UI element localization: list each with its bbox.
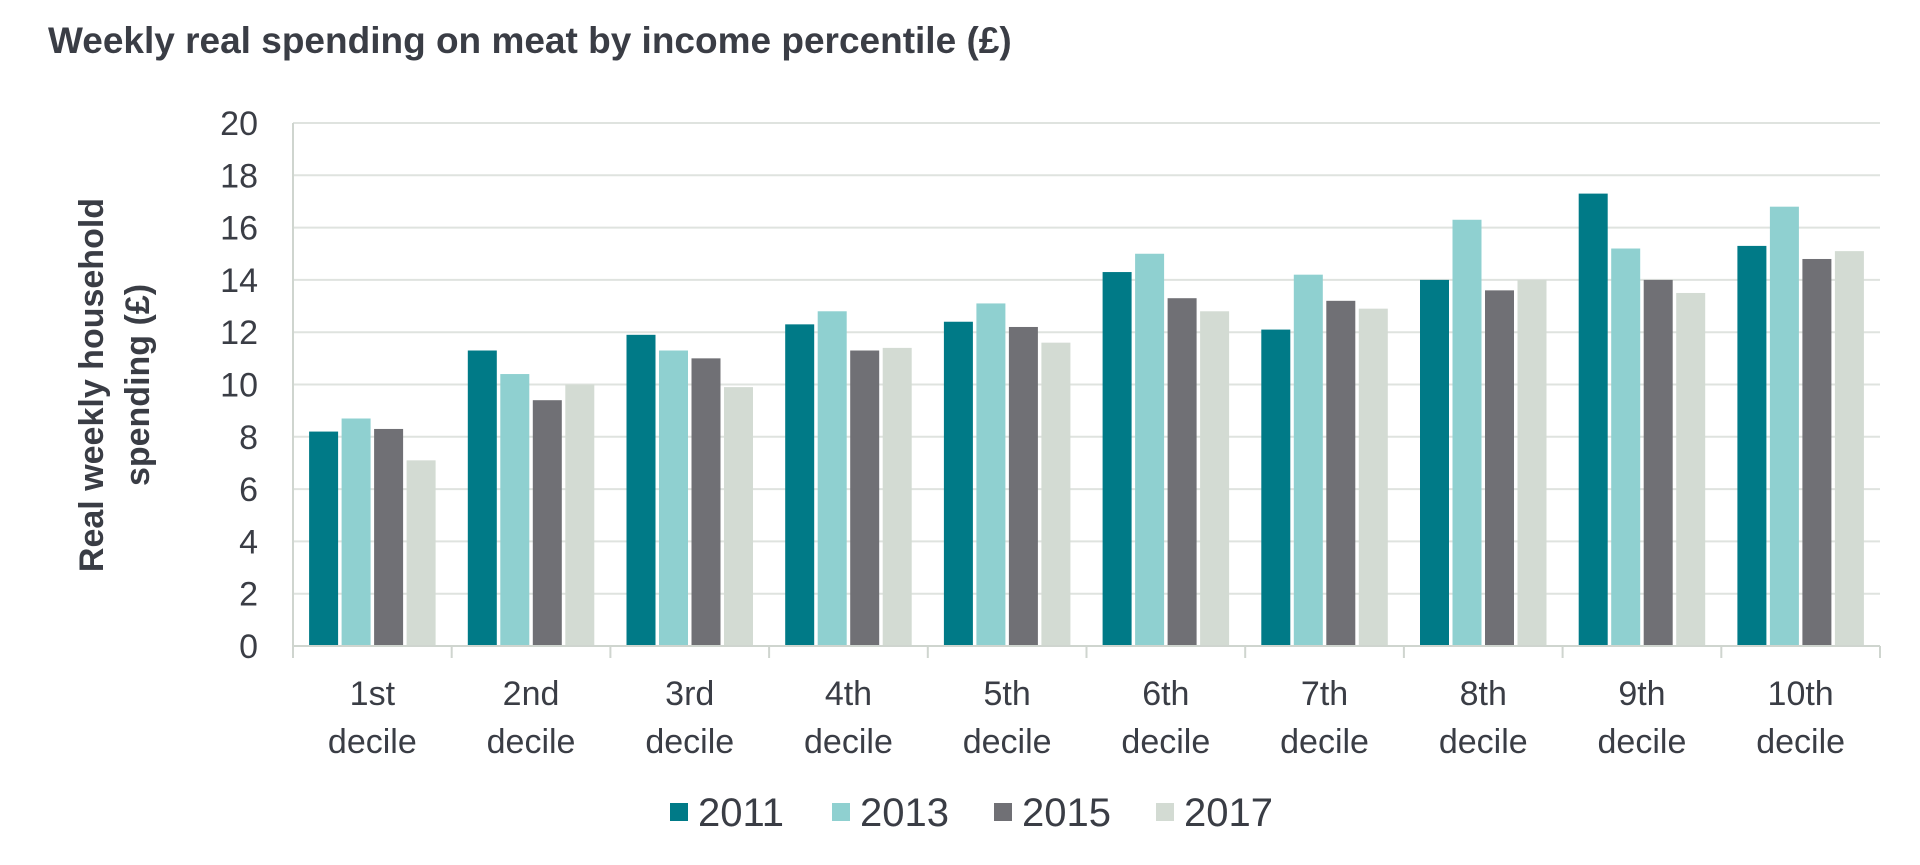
y-tick-label: 2 bbox=[239, 576, 258, 614]
chart-title: Weekly real spending on meat by income p… bbox=[48, 20, 1012, 61]
bar-2011-1 bbox=[309, 431, 339, 646]
bar-2013-2 bbox=[500, 374, 530, 646]
bar-2015-1 bbox=[374, 428, 404, 646]
x-tick-label: 7th bbox=[1301, 675, 1348, 713]
y-axis-label: Real weekly household spending (£) bbox=[73, 198, 157, 572]
bar-2015-4 bbox=[850, 350, 880, 646]
y-tick-label: 14 bbox=[220, 262, 258, 300]
x-tick-label: 8th bbox=[1460, 675, 1507, 713]
y-tick-label: 6 bbox=[239, 471, 258, 509]
bar-2015-3 bbox=[691, 358, 721, 646]
legend-swatch-2011 bbox=[670, 803, 688, 821]
legend-label-2017: 2017 bbox=[1184, 791, 1273, 835]
y-tick-label: 20 bbox=[220, 105, 258, 143]
bar-2017-7 bbox=[1358, 308, 1388, 646]
y-tick-label: 18 bbox=[220, 157, 258, 195]
x-tick-label: 9th bbox=[1618, 675, 1665, 713]
x-tick-label: 10th bbox=[1768, 675, 1834, 713]
bar-2013-6 bbox=[1135, 253, 1165, 646]
bar-2015-8 bbox=[1485, 290, 1514, 646]
bar-2015-7 bbox=[1326, 300, 1356, 646]
y-tick-labels: 0 2 4 6 8 10 12 14 16 18 20 bbox=[220, 105, 258, 666]
x-tick-label: 5th bbox=[984, 675, 1031, 713]
x-tick-label: 4th bbox=[825, 675, 872, 713]
bar-2017-4 bbox=[882, 347, 912, 646]
bar-2013-1 bbox=[341, 418, 371, 646]
x-tick-label: decile bbox=[1439, 723, 1528, 761]
bar-2011-4 bbox=[785, 324, 815, 646]
legend-swatch-2013 bbox=[832, 803, 850, 821]
legend-swatch-2017 bbox=[1156, 803, 1174, 821]
bar-2013-5 bbox=[976, 303, 1006, 646]
x-tick-label: decile bbox=[1756, 723, 1845, 761]
bar-2017-9 bbox=[1676, 292, 1706, 646]
x-tick-label: decile bbox=[1598, 723, 1687, 761]
legend-label-2011: 2011 bbox=[698, 791, 784, 835]
bar-2011-6 bbox=[1102, 272, 1132, 646]
bar-2015-2 bbox=[532, 400, 562, 646]
bar-2015-6 bbox=[1167, 298, 1197, 646]
bar-2013-10 bbox=[1769, 206, 1799, 646]
y-axis-label-line: spending (£) bbox=[119, 284, 157, 486]
x-tick-label: decile bbox=[1280, 723, 1369, 761]
bar-2017-10 bbox=[1834, 251, 1864, 646]
bar-2017-3 bbox=[724, 387, 753, 646]
x-tick-label: decile bbox=[1121, 723, 1210, 761]
x-tick-label: decile bbox=[328, 723, 417, 761]
bar-2015-5 bbox=[1008, 326, 1038, 646]
bars bbox=[309, 193, 1864, 647]
x-tick-label: decile bbox=[963, 723, 1052, 761]
y-tick-label: 16 bbox=[220, 210, 258, 248]
bar-2015-10 bbox=[1802, 258, 1832, 646]
bar-2011-3 bbox=[626, 334, 656, 646]
gridlines bbox=[293, 122, 1880, 595]
bar-2017-6 bbox=[1200, 311, 1230, 646]
bar-2011-10 bbox=[1737, 245, 1767, 646]
y-tick-label: 0 bbox=[239, 628, 258, 666]
bar-2011-5 bbox=[943, 321, 973, 646]
legend-swatch-2015 bbox=[994, 803, 1012, 821]
legend-label-2015: 2015 bbox=[1022, 791, 1111, 835]
x-tick-label: 1st bbox=[350, 675, 396, 713]
y-tick-label: 8 bbox=[239, 419, 258, 457]
y-tick-label: 4 bbox=[239, 523, 258, 561]
bar-2013-4 bbox=[817, 311, 847, 646]
bar-2017-2 bbox=[565, 384, 595, 646]
x-tick-label: 3rd bbox=[665, 675, 714, 713]
bar-2017-5 bbox=[1041, 342, 1071, 646]
bar-2013-8 bbox=[1452, 219, 1482, 646]
legend-label-2013: 2013 bbox=[860, 791, 949, 835]
bar-2011-7 bbox=[1261, 329, 1291, 646]
bar-2017-8 bbox=[1517, 279, 1547, 646]
y-axis-label-line: Real weekly household bbox=[73, 198, 111, 572]
bar-2011-8 bbox=[1420, 279, 1449, 646]
bar-2013-7 bbox=[1293, 274, 1323, 646]
bar-2015-9 bbox=[1643, 279, 1673, 646]
bar-2017-1 bbox=[406, 460, 436, 646]
y-tick-label: 10 bbox=[220, 367, 258, 405]
bar-2013-3 bbox=[659, 350, 688, 646]
x-tick-label: decile bbox=[804, 723, 893, 761]
bar-2011-2 bbox=[467, 350, 497, 646]
x-tick-label: 6th bbox=[1142, 675, 1189, 713]
axes bbox=[292, 123, 1881, 658]
x-tick-label: 2nd bbox=[503, 675, 560, 713]
x-tick-label: decile bbox=[487, 723, 576, 761]
x-tick-labels: 1st decile 2nd decile 3rd decile 4th decile 5th d… bbox=[328, 675, 1845, 761]
x-tick-label: decile bbox=[645, 723, 734, 761]
y-tick-label: 12 bbox=[220, 314, 258, 352]
legend: 2011 2013 2015 2017 bbox=[670, 791, 1273, 835]
bar-2013-9 bbox=[1611, 248, 1641, 646]
bar-2011-9 bbox=[1578, 193, 1608, 647]
